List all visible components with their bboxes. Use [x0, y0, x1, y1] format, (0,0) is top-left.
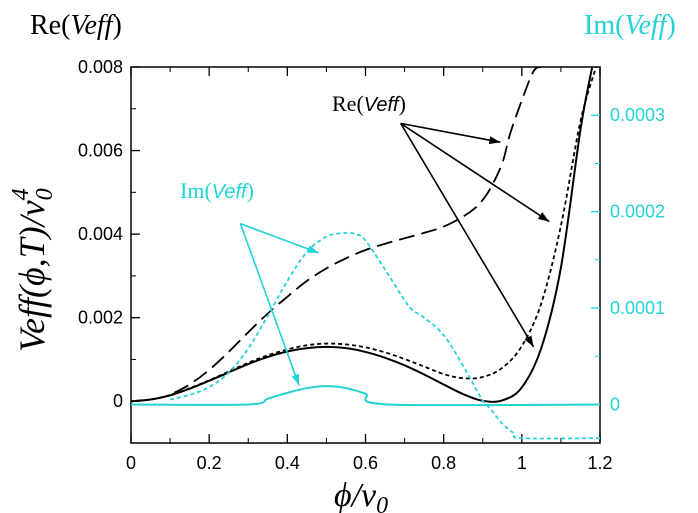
annotation-arrow-4	[239, 223, 300, 386]
y-left-tick-label: 0.008	[78, 57, 123, 77]
x-tick-label: 0	[126, 453, 136, 473]
y-axis-label: Veff(ϕ,T)/v04	[8, 188, 58, 352]
corner-label-real-suffix: )	[112, 10, 121, 41]
x-axis-label-phi: ϕ	[334, 477, 352, 513]
series-line-4	[131, 385, 600, 407]
x-axis-label-slash: /v	[350, 477, 377, 513]
x-axis-label-sub: 0	[376, 493, 388, 513]
series-line-3	[169, 231, 600, 440]
y-right-tick-label: 0.0002	[610, 202, 665, 222]
x-tick-label: 0.8	[431, 453, 456, 473]
y-axis-right-ticks: 0 0.0001 0.0002 0.0003	[591, 105, 665, 414]
x-tick-label: 1.2	[587, 453, 612, 473]
annotation-imag-suffix: )	[247, 178, 254, 203]
y-left-tick-label: 0	[113, 391, 123, 411]
y-axis-label-main: Veff(ϕ,T)/v	[12, 200, 52, 352]
corner-label-real: Re(Veff)	[30, 10, 122, 41]
x-tick-label: 0.2	[197, 453, 222, 473]
corner-label-imag-prefix: Im(	[584, 10, 624, 41]
y-left-tick-label: 0.004	[78, 224, 123, 244]
annotation-imag-ital: Veff	[212, 181, 249, 203]
annotation-imag: Im(Veff)	[180, 178, 254, 203]
plot-frame	[130, 66, 601, 444]
corner-label-imag-ital: Veff	[624, 10, 669, 41]
series-line-0	[131, 67, 594, 403]
annotation-arrow-3	[240, 222, 319, 254]
corner-label-imag: Im(Veff)	[584, 10, 676, 41]
y-left-tick-label: 0.006	[78, 141, 123, 161]
annotation-real-prefix: Re(	[332, 91, 364, 116]
x-axis-label: ϕ/v0	[334, 477, 388, 513]
y-axis-left-ticks: 0 0.002 0.004 0.006 0.008	[78, 57, 140, 444]
y-axis-label-sup: 4	[8, 188, 34, 200]
annotation-real: Re(Veff)	[332, 91, 406, 116]
corner-label-real-ital: Veff	[70, 10, 115, 41]
annotation-real-suffix: )	[399, 91, 406, 116]
annotation-imag-prefix: Im(	[180, 178, 212, 203]
y-right-tick-label: 0.0001	[610, 298, 665, 318]
annotation-arrow-0	[400, 122, 501, 145]
annotation-real-ital: Veff	[364, 94, 401, 116]
y-left-tick-label: 0.002	[78, 308, 123, 328]
series-line-2	[173, 67, 542, 394]
x-tick-label: 0.4	[275, 453, 300, 473]
y-right-tick-label: 0.0003	[610, 105, 665, 125]
annotation-arrow-1	[400, 122, 550, 223]
x-axis-ticks: 0 0.2 0.4 0.6 0.8 1 1.2	[126, 67, 613, 473]
annotation-arrow-2	[399, 122, 535, 348]
y-axis-label-sub: 0	[32, 188, 58, 200]
arrow-group	[239, 122, 550, 386]
x-tick-label: 1	[517, 453, 527, 473]
corner-label-real-prefix: Re(	[30, 10, 70, 41]
corner-label-imag-suffix: )	[666, 10, 675, 41]
x-tick-label: 0.6	[353, 453, 378, 473]
series-group	[131, 67, 600, 440]
y-right-tick-label: 0	[610, 394, 620, 414]
